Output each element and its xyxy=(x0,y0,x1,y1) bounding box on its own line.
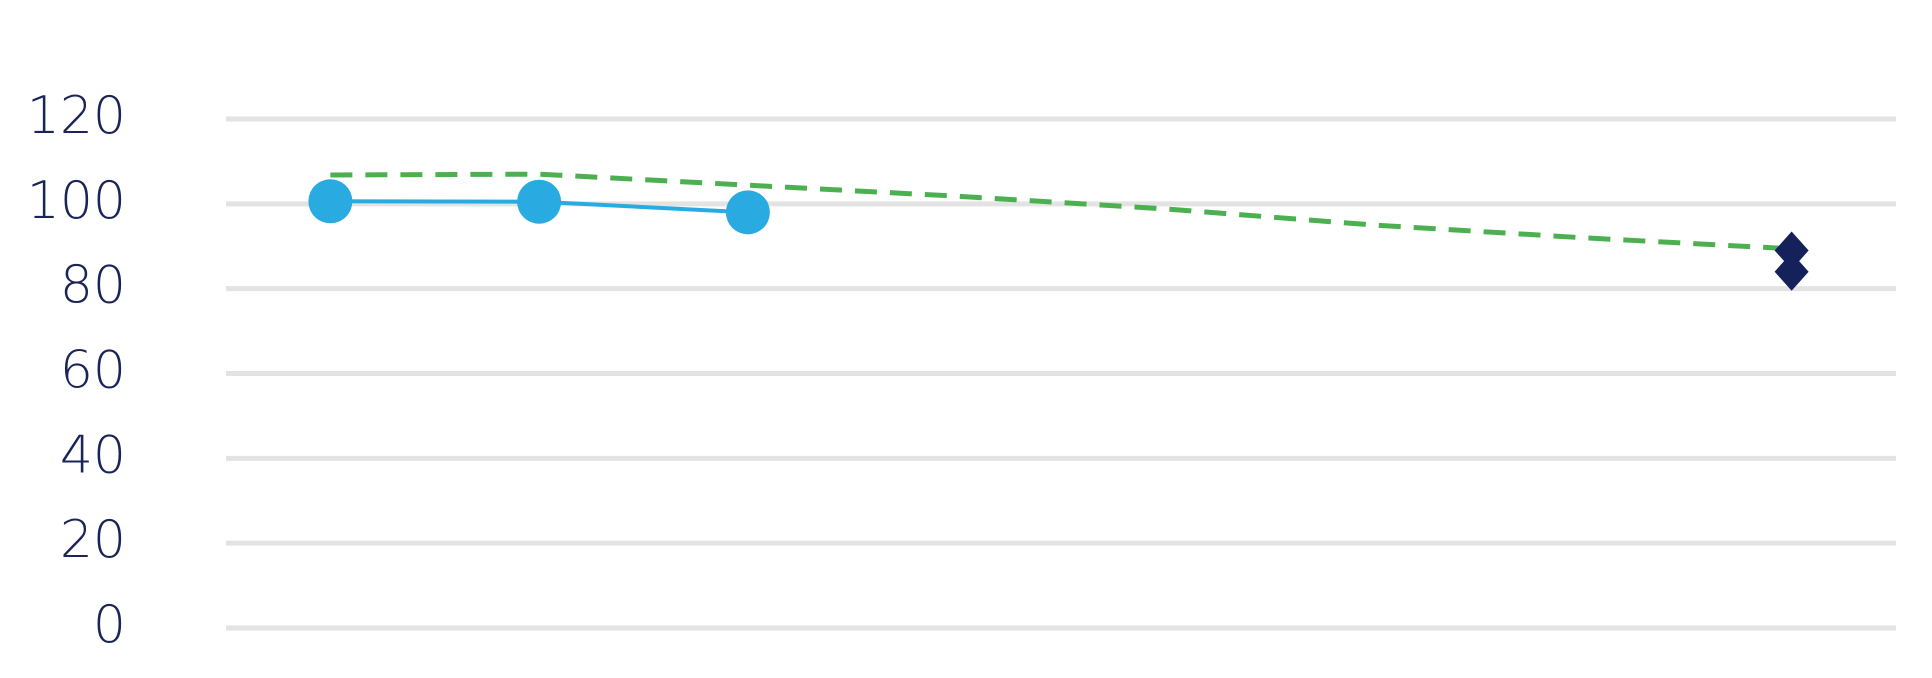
point xyxy=(725,190,770,235)
y-tick-label: 0 xyxy=(93,595,126,655)
point xyxy=(517,179,562,224)
y-tick-label: 60 xyxy=(60,341,126,401)
point xyxy=(1774,252,1809,291)
point xyxy=(1774,231,1809,270)
y-tick-label: 100 xyxy=(27,171,126,231)
y-tick-label: 120 xyxy=(27,86,126,146)
y-tick-label: 80 xyxy=(60,256,126,316)
y-tick-label: 40 xyxy=(60,425,126,485)
y-tick-label: 20 xyxy=(60,510,126,570)
point xyxy=(308,179,353,224)
